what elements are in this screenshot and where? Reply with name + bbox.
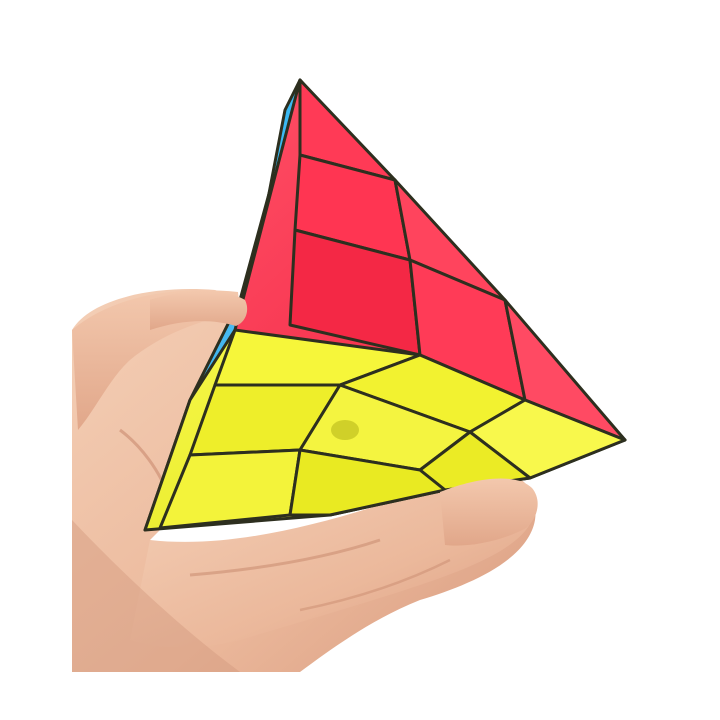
crease-3: [299, 558, 451, 612]
thumb-tip: [150, 291, 248, 330]
wrist-shadow: [72, 520, 240, 672]
pyramid-puzzle: [143, 78, 627, 532]
center-dimple: [331, 420, 359, 440]
yellow-tile-8: [288, 448, 447, 517]
fingertip: [440, 478, 538, 546]
crease-2: [189, 538, 381, 577]
hand: [72, 289, 536, 672]
fingers: [130, 473, 535, 648]
thumb: [72, 290, 240, 430]
